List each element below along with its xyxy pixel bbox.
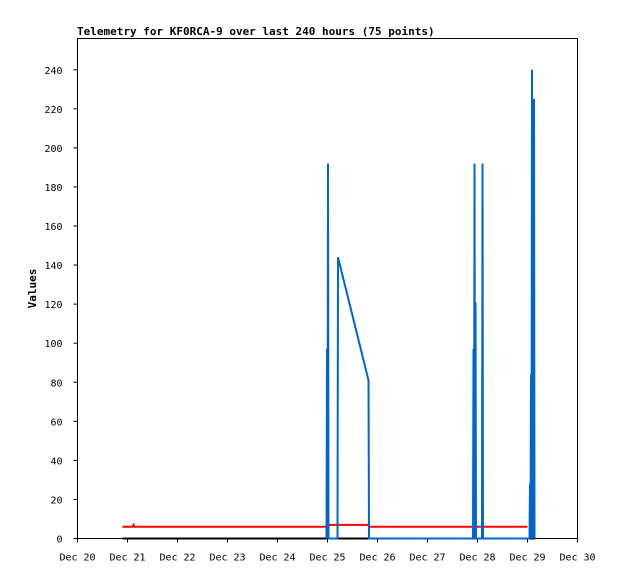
y-tick-label: 100	[44, 339, 62, 350]
y-tick-label: 0	[56, 535, 62, 546]
x-tick-label: Dec 29	[509, 553, 545, 564]
y-tick-label: 160	[44, 222, 62, 233]
y-axis-label: Values	[26, 269, 39, 309]
y-tick-label: 40	[50, 456, 62, 467]
y-tick-label: 120	[44, 300, 62, 311]
x-tick-label: Dec 20	[59, 553, 95, 564]
x-tick-label: Dec 27	[409, 553, 445, 564]
y-tick-label: 180	[44, 183, 62, 194]
y-tick-label: 200	[44, 144, 62, 155]
y-axis: 0 20 40 60 80 100 120 140 160 180 200 220 240	[44, 66, 78, 546]
series-layer	[122, 69, 536, 540]
y-tick-label: 20	[50, 495, 62, 506]
y-tick-label: 140	[44, 261, 62, 272]
x-tick-label: Dec 25	[309, 553, 345, 564]
x-tick-label: Dec 23	[209, 553, 245, 564]
x-tick-label: Dec 22	[159, 553, 195, 564]
y-tick-label: 240	[44, 66, 62, 77]
x-tick-label: Dec 26	[359, 553, 395, 564]
y-tick-label: 60	[50, 417, 62, 428]
x-axis: Dec 20 Dec 21 Dec 22 Dec 23 Dec 24 Dec 25 Dec …	[59, 538, 596, 564]
chart-title: Telemetry for KF0RCA-9 over last 240 hou…	[77, 25, 435, 38]
series-line-1	[325, 69, 536, 540]
x-tick-label: Dec 28	[459, 553, 495, 564]
x-tick-label: Dec 21	[109, 553, 145, 564]
y-tick-label: 80	[50, 378, 62, 389]
y-tick-label: 220	[44, 105, 62, 116]
x-tick-label: Dec 24	[259, 553, 295, 564]
x-tick-label: Dec 30	[559, 553, 595, 564]
